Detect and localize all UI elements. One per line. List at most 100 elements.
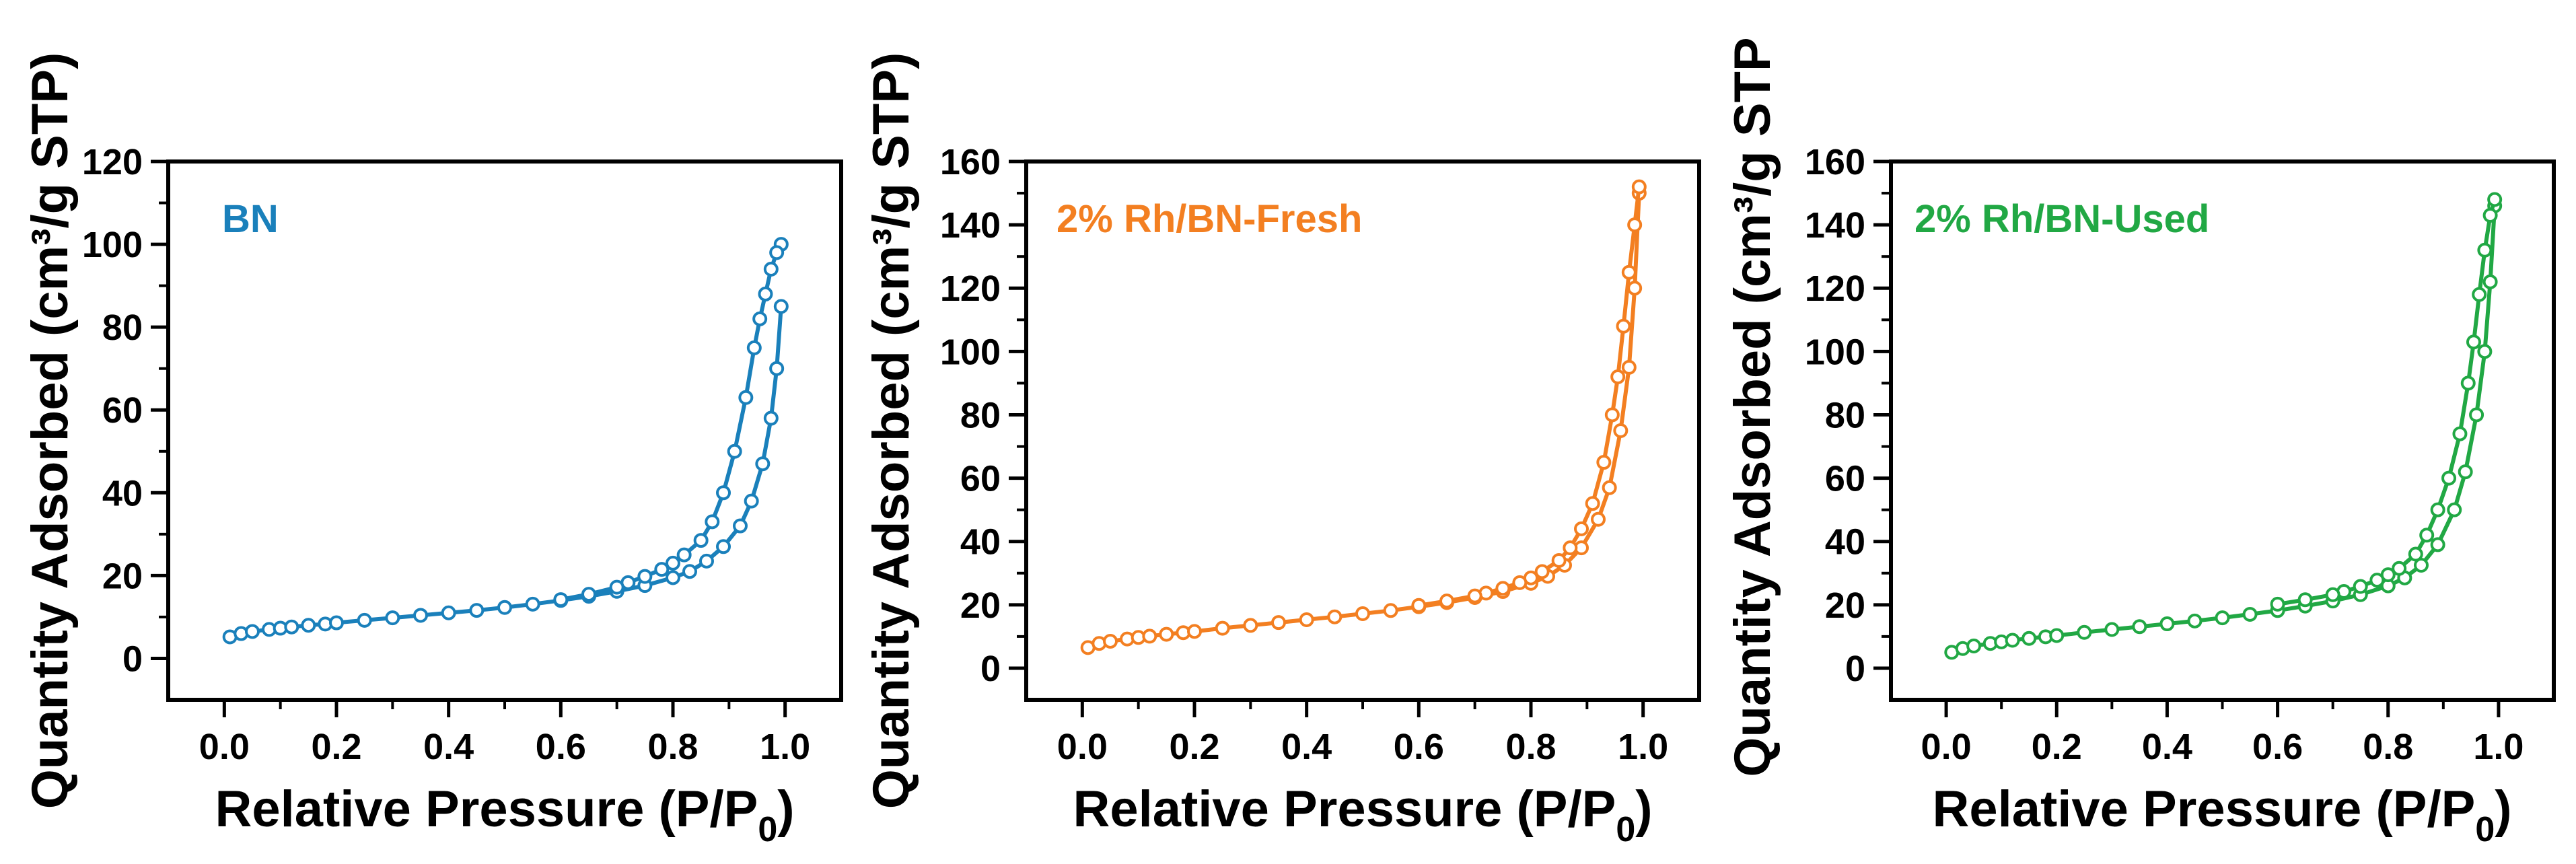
y-axis-title: Quantity Adsorbed (cm³/g STP (1724, 37, 1781, 777)
data-point-adsorption (1215, 620, 1230, 636)
y-tick-label: 20 (960, 585, 1001, 626)
data-point-desorption (1604, 407, 1620, 423)
series-group (1080, 179, 1647, 655)
data-point-desorption (2441, 470, 2457, 486)
data-point-desorption (1467, 588, 1482, 604)
data-point-desorption (2472, 287, 2487, 302)
y-tick-label: 160 (940, 142, 1001, 182)
data-point-desorption (746, 340, 762, 355)
series-line-desorption (2277, 199, 2497, 606)
data-point-adsorption (2159, 616, 2175, 632)
panel-label: BN (222, 197, 279, 241)
data-point-desorption (693, 533, 709, 548)
data-point-desorption (2452, 426, 2468, 441)
data-point-desorption (769, 245, 785, 260)
y-tick-label: 0 (980, 649, 1001, 689)
data-point-adsorption (385, 610, 400, 626)
x-tick-label: 0.2 (311, 727, 361, 767)
data-point-adsorption (1591, 511, 1606, 527)
data-point-adsorption (284, 619, 299, 635)
x-tick-label: 0.8 (2363, 727, 2413, 767)
y-axis-title: Quantity Adsorbed (cm³/g STP) (863, 52, 920, 809)
y-tick-label: 80 (1825, 395, 1865, 435)
y-tick-label: 0 (1845, 649, 1865, 689)
data-point-adsorption (329, 615, 344, 631)
x-tick-label: 0.8 (1505, 727, 1556, 767)
data-point-adsorption (2077, 624, 2092, 640)
data-point-adsorption (1613, 423, 1629, 438)
data-point-desorption (1512, 575, 1528, 590)
data-point-desorption (2270, 596, 2285, 612)
data-point-desorption (1563, 540, 1578, 556)
data-point-adsorption (357, 612, 372, 628)
data-point-desorption (1621, 264, 1637, 280)
series-line-desorption (560, 243, 783, 602)
data-point-adsorption (497, 600, 512, 615)
x-tick-label: 0.6 (1394, 727, 1444, 767)
x-tick-label: 0.8 (647, 727, 698, 767)
data-point-adsorption (2022, 631, 2037, 646)
axis-ticks: 0.0 0.2 0.4 0.6 0.8 1.0 0 20 40 60 80 100 120 140 160 (1805, 142, 2524, 767)
x-tick-label: 0.2 (2032, 727, 2082, 767)
data-point-adsorption (469, 603, 485, 618)
y-tick-label: 140 (1805, 205, 1865, 246)
panel-rh-bn-fresh: 0.0 0.2 0.4 0.6 0.8 1.0020406080100120140160 … (863, 52, 1701, 849)
data-point-adsorption (301, 618, 316, 633)
panel-label: 2% Rh/BN-Used (1915, 197, 2209, 241)
x-tick-label: 0.0 (1057, 727, 1108, 767)
data-point-adsorption (1602, 480, 1617, 495)
data-point-adsorption (1187, 624, 1202, 639)
data-point-adsorption (733, 518, 748, 534)
y-tick-label: 100 (1805, 332, 1865, 372)
y-tick-label: 40 (960, 522, 1001, 563)
data-point-desorption (2408, 546, 2423, 562)
data-point-adsorption (666, 570, 680, 585)
data-point-desorption (1585, 496, 1600, 511)
data-point-adsorption (682, 564, 697, 579)
data-point-adsorption (1355, 606, 1370, 621)
data-point-desorption (1495, 581, 1511, 596)
data-point-desorption (2466, 334, 2481, 350)
series-line-desorption (1418, 186, 1641, 608)
y-tick-label: 120 (82, 142, 143, 182)
y-tick-label: 160 (1805, 142, 1865, 182)
x-tick-label: 0.6 (2252, 727, 2303, 767)
y-tick-label: 100 (82, 225, 143, 265)
x-tick-label: 0.0 (199, 727, 250, 767)
y-tick-label: 60 (1825, 459, 1865, 499)
data-point-adsorption (744, 493, 759, 509)
data-point-adsorption (2469, 407, 2484, 423)
data-point-desorption (1439, 593, 1454, 609)
panel-bn: 0.0 0.2 0.4 0.6 0.8 1.0 0 20 40 60 80 100 120 BN Rel… (22, 52, 843, 849)
x-tick-label: 0.0 (1921, 727, 1972, 767)
data-point-desorption (637, 569, 653, 584)
data-point-adsorption (2104, 622, 2120, 637)
data-point-desorption (581, 587, 596, 602)
data-point-adsorption (525, 596, 540, 612)
data-point-adsorption (1299, 612, 1314, 627)
y-tick-label: 20 (102, 556, 143, 596)
y-tick-label: 60 (960, 459, 1001, 499)
data-point-adsorption (1159, 626, 1174, 642)
data-point-desorption (2482, 208, 2498, 223)
data-point-adsorption (1383, 603, 1398, 618)
data-point-desorption (654, 562, 670, 577)
data-point-adsorption (716, 539, 731, 554)
data-point-adsorption (2447, 502, 2462, 517)
data-point-adsorption (1627, 281, 1643, 296)
x-tick-label: 1.0 (760, 727, 810, 767)
data-point-adsorption (2477, 344, 2493, 359)
data-point-desorption (705, 514, 720, 530)
axis-ticks: 0.0 0.2 0.4 0.6 0.8 1.0 0 20 40 60 80 100 120 (82, 142, 810, 767)
data-point-desorption (1610, 369, 1626, 384)
data-point-desorption (1551, 552, 1567, 568)
data-point-adsorption (245, 624, 260, 639)
data-point-adsorption (1103, 633, 1118, 649)
data-point-adsorption (2005, 633, 2020, 648)
y-tick-label: 120 (1805, 268, 1865, 309)
x-tick-label: 0.4 (2142, 727, 2192, 767)
data-point-desorption (2297, 592, 2313, 608)
data-point-adsorption (1621, 359, 1637, 375)
data-point-desorption (2430, 502, 2445, 517)
